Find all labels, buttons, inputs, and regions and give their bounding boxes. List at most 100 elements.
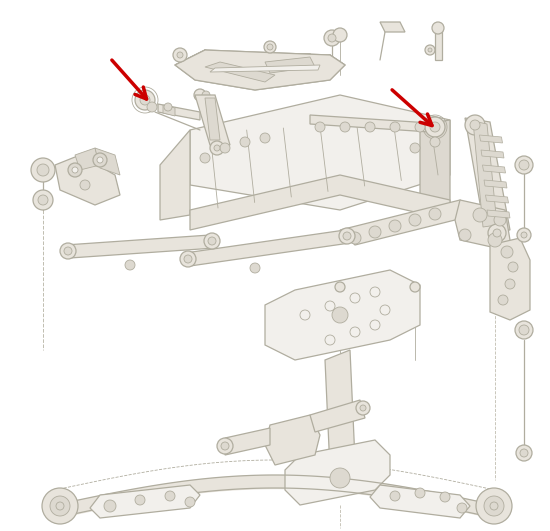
Circle shape bbox=[339, 228, 355, 244]
Polygon shape bbox=[310, 400, 365, 432]
Circle shape bbox=[440, 492, 450, 502]
Polygon shape bbox=[185, 230, 350, 266]
Circle shape bbox=[430, 122, 440, 132]
Polygon shape bbox=[190, 95, 450, 210]
Polygon shape bbox=[420, 120, 450, 225]
Circle shape bbox=[494, 214, 506, 226]
Circle shape bbox=[515, 321, 533, 339]
Circle shape bbox=[432, 22, 444, 34]
Circle shape bbox=[31, 158, 55, 182]
Circle shape bbox=[221, 442, 229, 450]
Circle shape bbox=[200, 153, 210, 163]
Circle shape bbox=[349, 232, 361, 244]
Circle shape bbox=[335, 282, 345, 292]
Polygon shape bbox=[175, 50, 345, 90]
Circle shape bbox=[457, 503, 467, 513]
Circle shape bbox=[135, 90, 155, 110]
Circle shape bbox=[38, 195, 48, 205]
Circle shape bbox=[459, 229, 471, 241]
Polygon shape bbox=[465, 118, 510, 232]
Polygon shape bbox=[325, 350, 355, 470]
Circle shape bbox=[50, 496, 70, 516]
Polygon shape bbox=[160, 130, 190, 220]
Circle shape bbox=[425, 45, 435, 55]
Circle shape bbox=[343, 232, 351, 240]
Circle shape bbox=[516, 445, 532, 461]
Polygon shape bbox=[158, 104, 200, 120]
Circle shape bbox=[332, 307, 348, 323]
Circle shape bbox=[360, 405, 366, 411]
Circle shape bbox=[165, 491, 175, 501]
Polygon shape bbox=[486, 195, 509, 203]
Circle shape bbox=[328, 34, 336, 42]
Circle shape bbox=[42, 488, 78, 524]
Polygon shape bbox=[210, 65, 320, 72]
Circle shape bbox=[476, 488, 512, 524]
Circle shape bbox=[501, 246, 513, 258]
Circle shape bbox=[80, 180, 90, 190]
Circle shape bbox=[488, 233, 502, 247]
Circle shape bbox=[217, 438, 233, 454]
Polygon shape bbox=[285, 440, 390, 505]
Polygon shape bbox=[481, 150, 504, 158]
Circle shape bbox=[505, 279, 515, 289]
Polygon shape bbox=[482, 165, 505, 173]
Circle shape bbox=[135, 495, 145, 505]
Circle shape bbox=[340, 122, 350, 132]
Circle shape bbox=[521, 232, 527, 238]
Polygon shape bbox=[195, 95, 230, 145]
Circle shape bbox=[164, 103, 172, 111]
Circle shape bbox=[369, 226, 381, 238]
Circle shape bbox=[210, 141, 224, 155]
Polygon shape bbox=[75, 148, 100, 170]
Circle shape bbox=[64, 247, 72, 255]
Circle shape bbox=[488, 224, 506, 242]
Polygon shape bbox=[473, 121, 497, 227]
Polygon shape bbox=[163, 105, 175, 116]
Circle shape bbox=[410, 282, 420, 292]
Circle shape bbox=[493, 229, 501, 237]
Circle shape bbox=[33, 190, 53, 210]
Circle shape bbox=[356, 401, 370, 415]
Circle shape bbox=[425, 117, 445, 137]
Circle shape bbox=[194, 89, 206, 101]
Circle shape bbox=[184, 255, 192, 263]
Circle shape bbox=[147, 102, 157, 112]
Circle shape bbox=[214, 145, 220, 151]
Polygon shape bbox=[435, 30, 442, 60]
Polygon shape bbox=[380, 22, 405, 32]
Circle shape bbox=[390, 122, 400, 132]
Circle shape bbox=[104, 500, 116, 512]
Circle shape bbox=[208, 237, 216, 245]
Circle shape bbox=[324, 30, 340, 46]
Circle shape bbox=[180, 251, 196, 267]
Circle shape bbox=[410, 143, 420, 153]
Circle shape bbox=[519, 160, 529, 170]
Circle shape bbox=[389, 220, 401, 232]
Circle shape bbox=[68, 163, 82, 177]
Polygon shape bbox=[225, 428, 270, 455]
Circle shape bbox=[390, 491, 400, 501]
Polygon shape bbox=[190, 175, 450, 230]
Circle shape bbox=[93, 153, 107, 167]
Circle shape bbox=[520, 449, 528, 457]
Circle shape bbox=[415, 488, 425, 498]
Circle shape bbox=[409, 214, 421, 226]
Polygon shape bbox=[265, 270, 420, 360]
Polygon shape bbox=[490, 238, 530, 320]
Polygon shape bbox=[205, 98, 220, 140]
Circle shape bbox=[220, 143, 230, 153]
Circle shape bbox=[330, 468, 350, 488]
Circle shape bbox=[97, 157, 103, 163]
Polygon shape bbox=[370, 485, 470, 518]
Circle shape bbox=[173, 48, 187, 62]
Circle shape bbox=[430, 137, 440, 147]
Circle shape bbox=[140, 95, 150, 105]
Polygon shape bbox=[484, 180, 507, 188]
Circle shape bbox=[56, 502, 64, 510]
Circle shape bbox=[315, 122, 325, 132]
Circle shape bbox=[517, 228, 531, 242]
Circle shape bbox=[498, 295, 508, 305]
Circle shape bbox=[185, 497, 195, 507]
Circle shape bbox=[365, 122, 375, 132]
